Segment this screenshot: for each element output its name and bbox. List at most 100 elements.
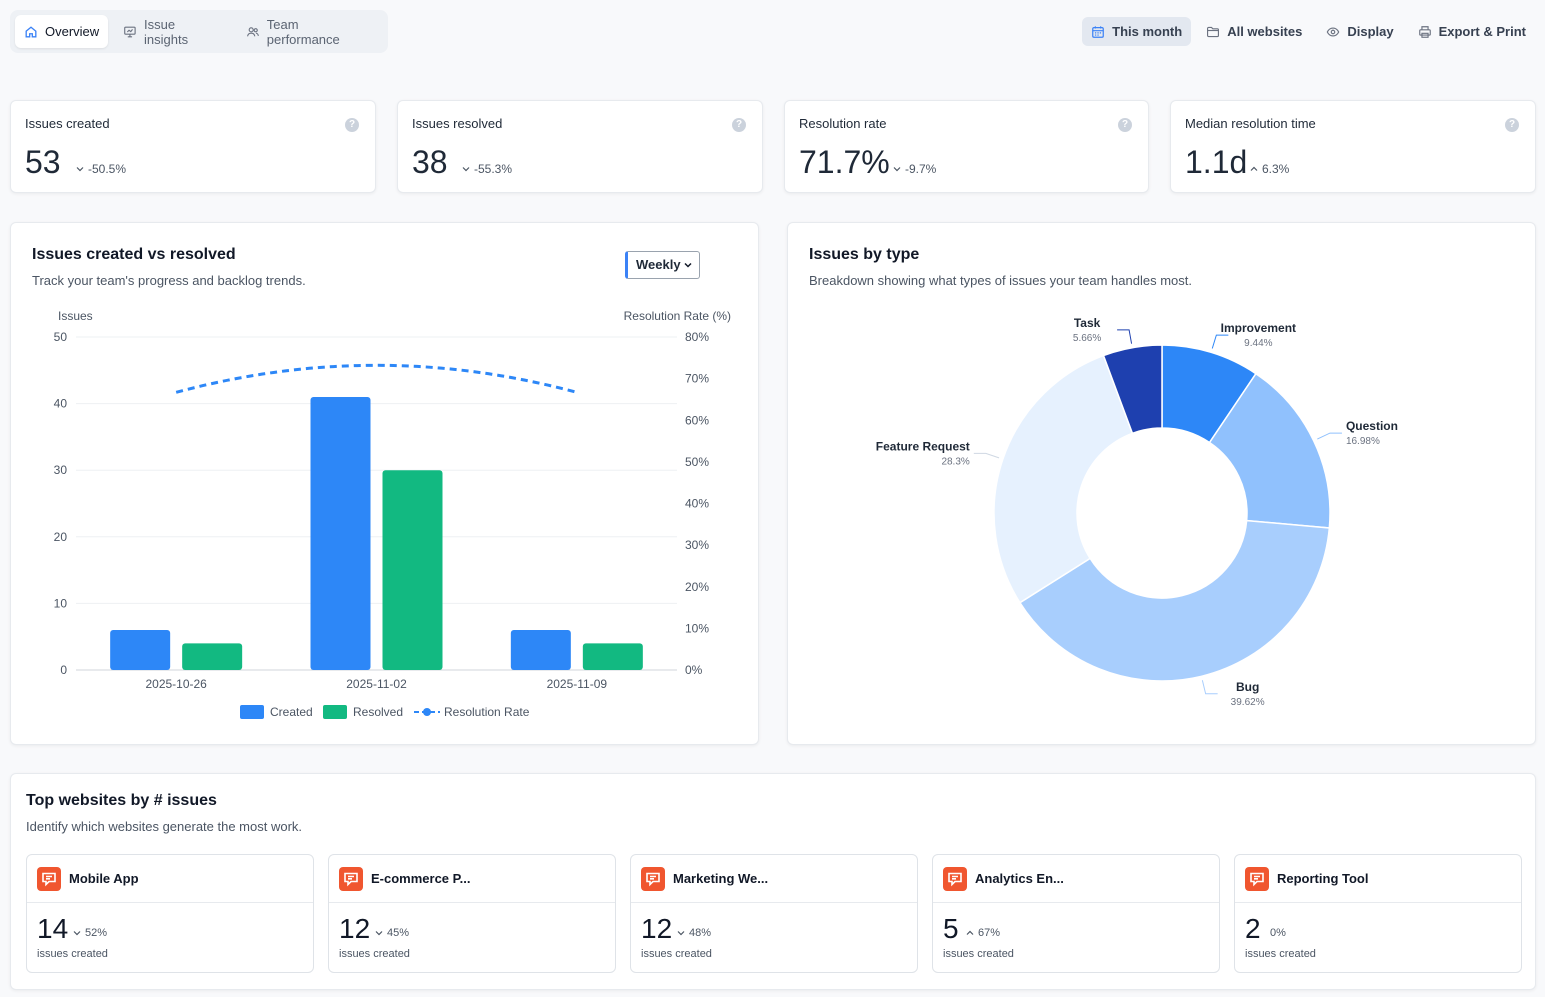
website-issue-count: 14 <box>37 913 69 944</box>
donut-leader-line <box>1117 329 1133 344</box>
tab-team-performance[interactable]: Team performance <box>237 15 383 48</box>
issues-by-type-panel: Issues by type Breakdown showing what ty… <box>787 222 1536 745</box>
website-card-mobile-app[interactable]: Mobile App 14 52% issues created <box>26 854 314 973</box>
donut-leader-line <box>973 452 1000 459</box>
resolution-rate-line <box>175 363 578 394</box>
y-tick-label: 10 <box>54 596 68 610</box>
website-issue-count: 12 <box>339 913 371 944</box>
tab-issue-insights[interactable]: Issue insights <box>114 15 231 48</box>
kpi-label: Issues resolved <box>412 116 503 131</box>
presentation-icon <box>124 26 136 37</box>
bar-resolved <box>382 470 443 670</box>
website-card-marketing[interactable]: Marketing We... 12 48% issues created <box>630 854 918 973</box>
export-print-button[interactable]: Export & Print <box>1409 17 1535 46</box>
donut-pct-improvement: 9.44% <box>1244 338 1272 349</box>
help-icon[interactable]: ? <box>732 118 746 132</box>
tab-overview[interactable]: Overview <box>15 15 109 48</box>
users-icon <box>246 26 259 36</box>
website-delta-value: 52% <box>85 927 108 939</box>
kpi-label: Resolution rate <box>799 116 887 131</box>
period-select[interactable]: Weekly <box>625 251 700 279</box>
kpi-card-issues-created: Issues created ? 53 -50.5% <box>10 100 376 193</box>
action-label: All websites <box>1227 24 1303 39</box>
x-tick-label: 2025-11-02 <box>346 677 407 691</box>
y-right-tick-label: 30% <box>685 538 709 552</box>
panel-title: Issues created vs resolved <box>32 246 236 263</box>
date-range-button[interactable]: This month <box>1082 17 1192 46</box>
chevron-up-icon <box>1250 166 1258 171</box>
y-right-tick-label: 40% <box>685 497 709 511</box>
y-tick-label: 0 <box>60 663 67 677</box>
donut-pct-bug: 39.62% <box>1231 697 1265 708</box>
website-issue-count: 12 <box>641 913 673 944</box>
eye-icon <box>1327 26 1340 37</box>
website-card-header: Analytics En... <box>933 855 1219 903</box>
donut-slice-task <box>1102 344 1163 435</box>
website-delta: 48% <box>676 927 711 939</box>
kpi-card-median-resolution-time: Median resolution time ? 1.1d 6.3% <box>1170 100 1536 193</box>
kpi-value: 71.7% <box>799 144 890 180</box>
website-delta-value: 67% <box>978 927 1001 939</box>
toolbar-actions: This month All websites Display Export &… <box>1082 17 1535 46</box>
printer-icon <box>1418 25 1431 38</box>
website-caption: issues created <box>37 948 108 960</box>
chevron-down-icon <box>677 931 685 936</box>
kpi-card-resolution-rate: Resolution rate ? 71.7% -9.7% <box>784 100 1149 193</box>
view-tabs: Overview Issue insights Team performance <box>10 10 388 53</box>
kpi-label: Median resolution time <box>1185 116 1316 131</box>
website-name: Analytics En... <box>975 871 1064 886</box>
y-tick-label: 40 <box>54 397 68 411</box>
website-card-header: E-commerce P... <box>329 855 615 903</box>
donut-slice-feature-request <box>993 354 1134 604</box>
website-name: Mobile App <box>69 871 139 886</box>
display-button[interactable]: Display <box>1317 17 1402 46</box>
y-right-tick-label: 20% <box>685 580 709 594</box>
website-icon <box>339 867 363 891</box>
website-card-ecommerce[interactable]: E-commerce P... 12 45% issues created <box>328 854 616 973</box>
donut-label-task: Task <box>1074 316 1101 330</box>
x-tick-label: 2025-10-26 <box>145 677 207 691</box>
help-icon[interactable]: ? <box>345 118 359 132</box>
kpi-delta: -9.7% <box>892 162 936 176</box>
panel-title: Issues by type <box>809 246 920 263</box>
website-name: E-commerce P... <box>371 871 471 886</box>
chevron-down-icon <box>462 167 470 172</box>
chevron-down-icon <box>73 931 81 936</box>
website-caption: issues created <box>641 948 712 960</box>
kpi-card-issues-resolved: Issues resolved ? 38 -55.3% <box>397 100 763 193</box>
donut-label-improvement: Improvement <box>1221 321 1296 335</box>
kpi-delta-value: -50.5% <box>88 162 127 176</box>
legend-label-rate: Resolution Rate <box>444 705 530 719</box>
website-delta: 45% <box>374 927 409 939</box>
help-icon[interactable]: ? <box>1118 118 1132 132</box>
donut-label-feature-request: Feature Request <box>876 439 970 453</box>
website-caption: issues created <box>1245 948 1316 960</box>
website-caption: issues created <box>339 948 410 960</box>
panel-subtitle: Breakdown showing what types of issues y… <box>809 273 1192 288</box>
y-right-tick-label: 80% <box>685 330 709 344</box>
website-name: Marketing We... <box>673 871 769 886</box>
created-vs-resolved-panel: Issues created vs resolved Track your te… <box>10 222 759 745</box>
website-card-header: Reporting Tool <box>1235 855 1521 903</box>
kpi-label: Issues created <box>25 116 110 131</box>
x-tick-label: 2025-11-09 <box>547 677 608 691</box>
websites-filter-button[interactable]: All websites <box>1197 17 1311 46</box>
website-card-analytics[interactable]: Analytics En... 5 67% issues created <box>932 854 1220 973</box>
website-card-header: Mobile App <box>27 855 313 903</box>
help-icon[interactable]: ? <box>1505 118 1519 132</box>
period-select-value: Weekly <box>636 257 681 272</box>
website-name: Reporting Tool <box>1277 871 1369 886</box>
issues-by-type-chart: Improvement 9.44% Question 16.98% Bug 39.62% F… <box>876 316 1398 708</box>
y-right-tick-label: 0% <box>685 663 703 677</box>
y-tick-label: 20 <box>54 530 68 544</box>
chevron-down-icon <box>684 262 692 268</box>
donut-label-bug: Bug <box>1236 680 1259 694</box>
bar-created <box>110 630 171 670</box>
website-card-header: Marketing We... <box>631 855 917 903</box>
chevron-down-icon <box>893 167 901 172</box>
legend-label-created: Created <box>270 705 313 719</box>
chevron-down-icon <box>375 931 383 936</box>
website-card-reporting[interactable]: Reporting Tool 2 0% issues created <box>1234 854 1522 973</box>
bar-created <box>510 630 571 670</box>
kpi-delta-value: -55.3% <box>474 162 513 176</box>
